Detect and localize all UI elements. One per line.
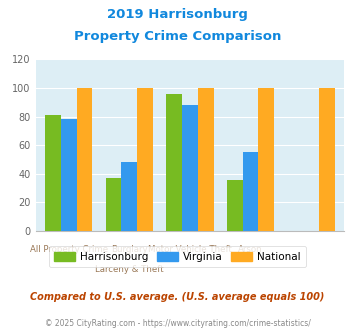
Bar (121, 162, 137, 231)
Bar (227, 180, 242, 231)
Bar (45, 115, 61, 231)
Text: Arson: Arson (238, 245, 263, 254)
Bar (61, 119, 77, 231)
Bar (166, 94, 182, 231)
Legend: Harrisonburg, Virginia, National: Harrisonburg, Virginia, National (49, 247, 306, 267)
Bar (137, 88, 153, 231)
Text: All Property Crime: All Property Crime (30, 245, 108, 254)
Text: Burglary: Burglary (111, 245, 148, 254)
Text: Motor Vehicle Theft: Motor Vehicle Theft (148, 245, 232, 254)
Bar (182, 105, 198, 231)
Bar (242, 152, 258, 231)
Bar (258, 88, 274, 231)
Text: © 2025 CityRating.com - https://www.cityrating.com/crime-statistics/: © 2025 CityRating.com - https://www.city… (45, 319, 310, 328)
Text: Compared to U.S. average. (U.S. average equals 100): Compared to U.S. average. (U.S. average … (30, 292, 325, 302)
Bar (77, 88, 92, 231)
Text: Larceny & Theft: Larceny & Theft (95, 265, 164, 274)
Bar (106, 178, 121, 231)
Bar (198, 88, 214, 231)
Text: Property Crime Comparison: Property Crime Comparison (74, 30, 281, 43)
Bar (319, 88, 335, 231)
Text: 2019 Harrisonburg: 2019 Harrisonburg (107, 8, 248, 21)
